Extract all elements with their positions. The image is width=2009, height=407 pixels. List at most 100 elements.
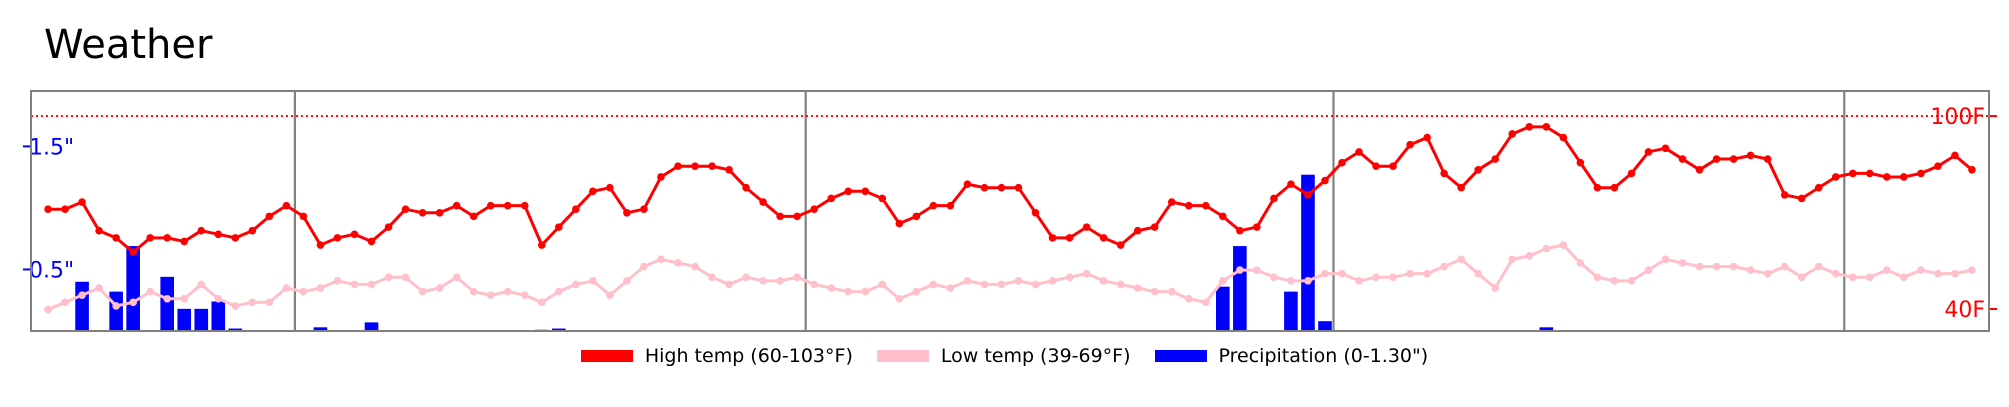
high-temp-point xyxy=(78,198,86,206)
low-temp-point xyxy=(1014,277,1023,285)
high-temp-point xyxy=(61,205,69,214)
low-temp-point xyxy=(1934,269,1942,278)
low-temp-point xyxy=(44,305,52,314)
high-temp-point xyxy=(537,241,546,249)
precip-bar xyxy=(228,328,243,331)
high-temp-point xyxy=(555,223,563,231)
high-temp-point xyxy=(623,208,631,217)
high-temp-point xyxy=(1236,226,1244,235)
high-temp-point xyxy=(1065,234,1074,242)
high-temp-point xyxy=(1099,234,1108,242)
low-temp-point xyxy=(129,298,137,307)
high-temp-point xyxy=(674,162,682,171)
weather-chart: 1.5" 0.5" 100F 40F xyxy=(23,90,1997,332)
high-temp-point xyxy=(708,162,716,171)
precip-bar xyxy=(1233,246,1247,331)
high-temp-point xyxy=(844,187,853,196)
high-temp-point xyxy=(316,241,325,249)
low-temp-point xyxy=(1031,280,1040,289)
low-temp-point xyxy=(929,280,938,289)
low-temp-point xyxy=(1542,244,1551,253)
high-temp-line xyxy=(48,125,1973,254)
high-temp-point xyxy=(980,183,989,192)
low-temp-point xyxy=(1219,277,1227,285)
low-temp-point xyxy=(861,287,870,296)
low-temp-point xyxy=(282,284,291,292)
high-temp-point xyxy=(657,173,665,181)
low-temp-point xyxy=(1099,277,1108,285)
high-temp-point xyxy=(401,205,410,214)
low-temp-point xyxy=(776,277,784,285)
high-temp-point xyxy=(1968,166,1976,174)
precip-bar xyxy=(177,308,192,331)
high-temp-point xyxy=(214,230,223,239)
low-temp-point xyxy=(742,273,750,282)
precip-bar xyxy=(313,327,328,331)
low-temp-point xyxy=(503,287,512,296)
plot-frame xyxy=(30,90,1990,332)
low-temp-point xyxy=(827,284,836,292)
high-temp-point xyxy=(1423,133,1431,142)
temp-axis-label-bottom: 40F xyxy=(1944,298,1985,323)
high-temp-point xyxy=(95,226,103,235)
low-temp-point xyxy=(316,284,325,292)
low-temp-point xyxy=(725,280,733,289)
high-temp-point xyxy=(1729,155,1738,163)
low-temp-point xyxy=(572,280,580,289)
low-temp-point xyxy=(367,280,376,289)
high-temp-point xyxy=(282,201,291,210)
precip-bar xyxy=(211,301,226,331)
high-temp-point xyxy=(1610,183,1619,192)
low-temp-point xyxy=(1474,269,1483,278)
low-temp-point xyxy=(1133,284,1142,292)
high-temp-point xyxy=(1559,133,1568,142)
high-temp-point xyxy=(725,166,733,174)
low-temp-point xyxy=(1202,298,1210,307)
low-temp-point xyxy=(1593,273,1602,282)
low-temp-point xyxy=(1576,259,1585,267)
high-temp-point xyxy=(1116,241,1125,249)
low-temp-point xyxy=(963,277,972,285)
high-temp-point xyxy=(776,212,784,221)
high-temp-point xyxy=(1746,151,1755,160)
low-temp-point xyxy=(1695,262,1704,271)
high-temp-point xyxy=(1150,223,1159,231)
high-temp-point xyxy=(946,201,955,210)
high-temp-point xyxy=(520,201,529,210)
low-temp-point xyxy=(146,287,154,296)
low-temp-point xyxy=(112,302,120,310)
high-temp-point xyxy=(1406,140,1414,149)
low-temp-point xyxy=(1763,269,1772,278)
low-temp-point xyxy=(1048,277,1057,285)
low-temp-point xyxy=(469,287,478,296)
high-temp-point xyxy=(606,183,614,192)
high-temp-series xyxy=(44,123,1976,256)
precip-bar xyxy=(160,276,175,331)
high-temp-point xyxy=(929,201,938,210)
high-temp-point xyxy=(691,162,699,171)
high-temp-point xyxy=(333,234,342,242)
precip-bar xyxy=(1301,174,1315,331)
high-temp-point xyxy=(1661,144,1670,153)
low-temp-point xyxy=(1236,266,1244,274)
precip-bar xyxy=(1284,291,1298,331)
low-temp-point xyxy=(1150,287,1159,296)
high-temp-point xyxy=(1167,198,1176,206)
high-temp-point xyxy=(1474,166,1483,174)
low-temp-point xyxy=(180,294,189,303)
high-temp-point xyxy=(1389,162,1397,171)
high-temp-point xyxy=(1184,201,1193,210)
high-temp-point xyxy=(963,180,972,188)
legend-label-high: High temp (60-103°F) xyxy=(644,345,853,367)
low-temp-point xyxy=(1797,273,1806,282)
precip-bar xyxy=(1318,321,1332,331)
high-temp-point xyxy=(146,234,154,242)
precip-bar xyxy=(126,246,140,331)
high-temp-point xyxy=(1627,169,1636,178)
high-temp-point xyxy=(1883,173,1891,181)
precip-bar xyxy=(551,328,566,331)
high-temp-point xyxy=(827,194,836,203)
high-temp-point xyxy=(1848,169,1857,178)
low-temp-point xyxy=(1423,269,1431,278)
high-temp-point xyxy=(1202,201,1210,210)
